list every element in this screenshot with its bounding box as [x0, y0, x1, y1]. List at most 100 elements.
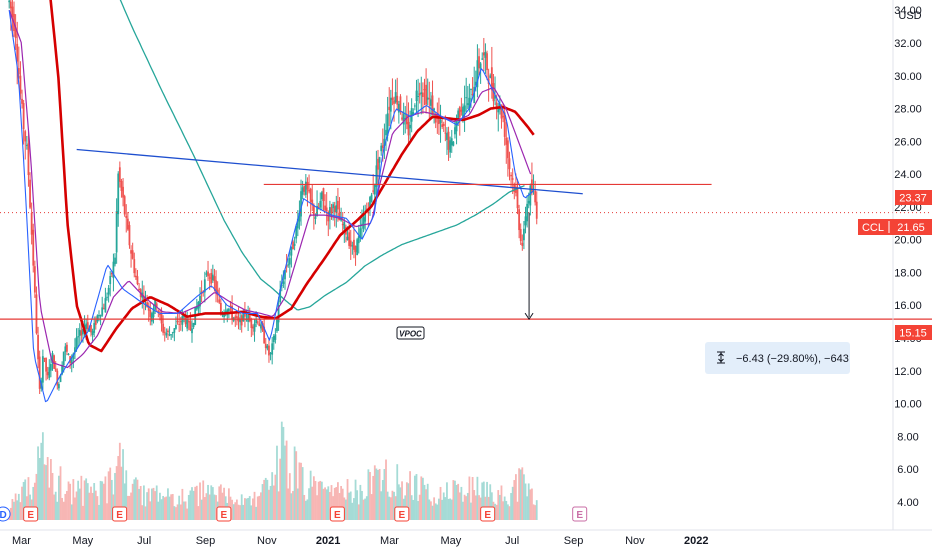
candle-body: [96, 315, 99, 322]
earnings-marker[interactable]: E: [329, 506, 345, 522]
candle-body: [78, 329, 81, 336]
volume-bar: [534, 505, 537, 520]
measure-tooltip[interactable]: −6.43 (−29.80%), −643: [705, 342, 850, 374]
candle-body: [122, 186, 124, 198]
candle-body: [106, 296, 108, 298]
price-axis[interactable]: 4.006.008.0010.0012.0014.0016.0018.0020.…: [892, 0, 922, 530]
vpoc-label[interactable]: VPOC: [396, 326, 425, 340]
candle-body: [401, 117, 403, 120]
candle-body: [91, 331, 94, 335]
volume-bar: [345, 499, 347, 520]
candle-body: [383, 138, 386, 146]
candle-body: [292, 241, 294, 250]
volume-bar: [442, 492, 445, 520]
candle-body: [94, 320, 97, 325]
candle-body: [431, 95, 434, 116]
volume-bar: [147, 488, 150, 520]
candle-body: [444, 132, 447, 134]
volume-bar: [170, 494, 173, 520]
candle-body: [53, 355, 55, 369]
volume-bar: [519, 469, 522, 520]
candle-body: [46, 371, 49, 376]
candle-body: [35, 294, 38, 334]
candle-body: [37, 334, 39, 360]
candle-body: [441, 124, 444, 127]
earnings-marker[interactable]: E: [112, 506, 128, 522]
candle-body: [62, 351, 65, 366]
volume-bar: [141, 505, 144, 520]
candle-body: [535, 201, 538, 219]
earnings-marker[interactable]: E: [23, 506, 39, 522]
candle-body: [402, 113, 405, 125]
volume-bar: [458, 492, 461, 520]
earnings-marker[interactable]: E: [480, 506, 496, 522]
candle-body: [343, 221, 346, 229]
candle-body: [328, 207, 331, 217]
candle-body: [470, 88, 472, 91]
candle-body: [490, 67, 493, 91]
candle-body: [187, 320, 190, 323]
volume-bar: [268, 489, 270, 520]
candle-body: [8, 0, 11, 3]
volume-bar: [531, 488, 533, 520]
volume-bar: [474, 495, 477, 520]
earnings-marker[interactable]: E: [394, 506, 410, 522]
candle-body: [319, 201, 322, 208]
volume-bar: [186, 508, 189, 520]
candle-body: [393, 100, 395, 104]
candle-body: [442, 123, 445, 127]
candle-body: [510, 174, 512, 177]
candle-body: [413, 105, 416, 107]
volume-bar: [35, 473, 38, 520]
volume-bar: [324, 487, 326, 520]
dividend-marker[interactable]: D: [0, 506, 11, 522]
candle-body: [346, 236, 349, 241]
candle-body: [109, 276, 112, 285]
volume-bar: [516, 501, 519, 520]
volume-bar: [9, 507, 12, 520]
candle-body: [67, 353, 70, 355]
volume-bar: [234, 502, 237, 520]
volume-bar: [330, 485, 333, 520]
volume-bar: [114, 473, 116, 520]
candle-body: [324, 205, 326, 211]
candle-body: [430, 99, 432, 106]
volume-bar: [101, 481, 104, 520]
volume-bar: [375, 468, 378, 520]
candle-body: [337, 200, 339, 210]
candle-body: [77, 336, 80, 338]
earnings-marker[interactable]: E: [216, 506, 232, 522]
candle-body: [72, 353, 75, 360]
volume-bar: [436, 504, 439, 520]
candle-body: [386, 113, 389, 136]
volume-bar: [115, 466, 118, 520]
future-earnings-marker[interactable]: E: [572, 506, 588, 522]
volume-bar: [91, 492, 94, 520]
candle-body: [505, 137, 508, 145]
time-axis[interactable]: Mar May Jul Sep Nov 2021 Mar May Jul Sep Nov 2022: [0, 529, 932, 547]
volume-bar: [288, 473, 291, 520]
candle-body: [353, 239, 355, 250]
candle-body: [450, 138, 453, 146]
volume-bar: [252, 498, 254, 520]
y-tick-label: 32.00: [894, 38, 922, 50]
volume-bar: [175, 507, 177, 520]
candle-body: [266, 345, 269, 349]
candle-body: [90, 325, 92, 333]
volume-bar: [450, 499, 453, 520]
candle-body: [280, 284, 283, 286]
volume-bar: [232, 504, 235, 520]
volume-bar: [263, 479, 266, 520]
volume-bar: [94, 490, 97, 520]
volume-bar: [319, 480, 322, 520]
resistance-trendline[interactable]: [76, 148, 583, 195]
volume-bar: [353, 498, 355, 520]
volume-bar: [37, 446, 39, 520]
candle-body: [316, 205, 318, 217]
candlesticks: [8, 0, 538, 394]
candle-body: [49, 364, 52, 371]
candle-body: [468, 97, 471, 111]
volume-bar: [173, 506, 176, 520]
candle-body: [476, 60, 479, 88]
